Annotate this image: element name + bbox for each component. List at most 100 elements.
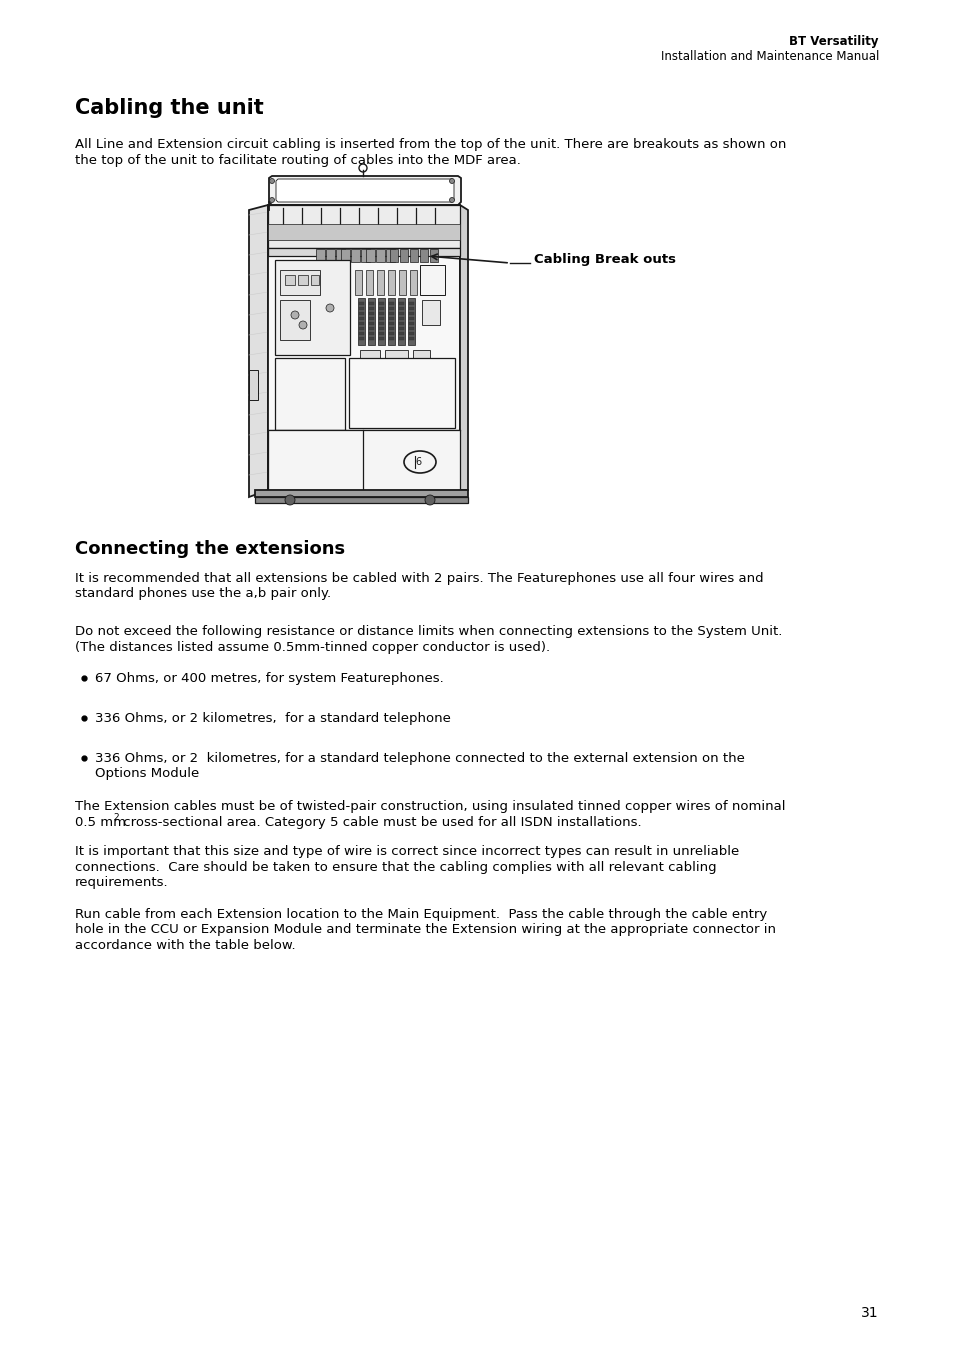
Text: 6: 6 xyxy=(415,457,420,467)
Bar xyxy=(420,270,428,295)
Text: the top of the unit to facilitate routing of cables into the MDF area.: the top of the unit to facilitate routin… xyxy=(75,154,520,168)
Bar xyxy=(430,249,437,262)
Bar xyxy=(399,249,408,262)
Bar xyxy=(397,299,405,345)
Text: Do not exceed the following resistance or distance limits when connecting extens: Do not exceed the following resistance o… xyxy=(75,626,781,638)
Bar xyxy=(410,270,416,295)
Circle shape xyxy=(298,322,307,330)
Bar xyxy=(398,322,403,326)
Bar xyxy=(358,312,364,315)
Bar xyxy=(409,336,414,340)
Bar xyxy=(421,300,439,326)
Bar xyxy=(369,332,374,335)
Bar xyxy=(369,322,374,326)
Bar xyxy=(357,299,365,345)
Bar xyxy=(280,300,310,340)
Bar xyxy=(335,249,345,262)
Bar xyxy=(268,249,459,255)
Bar xyxy=(409,312,414,315)
Bar xyxy=(375,249,385,262)
Bar xyxy=(410,249,417,262)
Bar xyxy=(358,327,364,330)
Text: Options Module: Options Module xyxy=(95,767,199,781)
Bar xyxy=(285,276,294,285)
Bar xyxy=(369,336,374,340)
Text: The Extension cables must be of twisted-pair construction, using insulated tinne: The Extension cables must be of twisted-… xyxy=(75,800,784,813)
Bar xyxy=(274,259,350,355)
Bar xyxy=(388,270,395,295)
Bar xyxy=(389,327,394,330)
Circle shape xyxy=(449,178,454,184)
Bar xyxy=(340,249,350,262)
Bar xyxy=(358,303,364,305)
Bar xyxy=(268,205,459,490)
Bar xyxy=(268,430,459,490)
Bar xyxy=(385,350,408,367)
Bar xyxy=(358,336,364,340)
Circle shape xyxy=(269,178,274,184)
Bar xyxy=(419,265,444,295)
Bar xyxy=(409,327,414,330)
Text: (The distances listed assume 0.5mm-tinned copper conductor is used).: (The distances listed assume 0.5mm-tinne… xyxy=(75,640,550,654)
Bar xyxy=(254,490,468,497)
Polygon shape xyxy=(269,176,460,205)
Bar xyxy=(366,249,375,262)
Bar xyxy=(359,350,379,367)
Bar xyxy=(376,270,384,295)
Bar xyxy=(409,332,414,335)
Text: It is recommended that all extensions be cabled with 2 pairs. The Featurephones : It is recommended that all extensions be… xyxy=(75,571,762,585)
Bar xyxy=(389,307,394,309)
Bar xyxy=(368,299,375,345)
Bar xyxy=(274,358,345,430)
Bar xyxy=(268,224,459,240)
Bar xyxy=(349,358,455,428)
Bar xyxy=(360,249,370,262)
Bar xyxy=(280,270,319,295)
Bar xyxy=(409,303,414,305)
Polygon shape xyxy=(275,178,454,203)
Text: Connecting the extensions: Connecting the extensions xyxy=(75,540,345,558)
Bar xyxy=(369,312,374,315)
Text: connections.  Care should be taken to ensure that the cabling complies with all : connections. Care should be taken to ens… xyxy=(75,861,716,874)
Bar xyxy=(398,336,403,340)
Bar xyxy=(358,317,364,320)
Bar xyxy=(409,322,414,326)
Bar xyxy=(432,270,438,295)
Bar xyxy=(378,336,384,340)
Bar xyxy=(254,497,468,503)
Text: hole in the CCU or Expansion Module and terminate the Extension wiring at the ap: hole in the CCU or Expansion Module and … xyxy=(75,924,775,936)
Text: BT Versatility: BT Versatility xyxy=(789,35,878,49)
Bar xyxy=(369,327,374,330)
Bar xyxy=(369,303,374,305)
Bar xyxy=(389,303,394,305)
Bar xyxy=(378,312,384,315)
Bar xyxy=(378,303,384,305)
Text: 0.5 mm: 0.5 mm xyxy=(75,816,126,830)
Text: cross-sectional area. Category 5 cable must be used for all ISDN installations.: cross-sectional area. Category 5 cable m… xyxy=(119,816,641,830)
Bar xyxy=(398,270,406,295)
Polygon shape xyxy=(249,205,268,497)
Bar xyxy=(355,270,361,295)
Bar xyxy=(419,249,428,262)
Bar xyxy=(388,299,395,345)
Text: accordance with the table below.: accordance with the table below. xyxy=(75,939,295,952)
Bar xyxy=(358,332,364,335)
Bar xyxy=(398,317,403,320)
Circle shape xyxy=(326,304,334,312)
Bar xyxy=(268,205,459,249)
Text: 336 Ohms, or 2  kilometres, for a standard telephone connected to the external e: 336 Ohms, or 2 kilometres, for a standar… xyxy=(95,753,744,765)
Circle shape xyxy=(424,494,435,505)
Text: Cabling Break outs: Cabling Break outs xyxy=(534,254,676,266)
Text: standard phones use the a,b pair only.: standard phones use the a,b pair only. xyxy=(75,588,331,600)
Text: Cabling the unit: Cabling the unit xyxy=(75,99,263,118)
Text: Run cable from each Extension location to the Main Equipment.  Pass the cable th: Run cable from each Extension location t… xyxy=(75,908,766,921)
Bar xyxy=(369,307,374,309)
Bar xyxy=(389,317,394,320)
Bar xyxy=(389,322,394,326)
Bar xyxy=(389,312,394,315)
Bar xyxy=(378,307,384,309)
Text: It is important that this size and type of wire is correct since incorrect types: It is important that this size and type … xyxy=(75,844,739,858)
Bar xyxy=(413,350,430,367)
Circle shape xyxy=(285,494,294,505)
Bar xyxy=(249,370,257,400)
